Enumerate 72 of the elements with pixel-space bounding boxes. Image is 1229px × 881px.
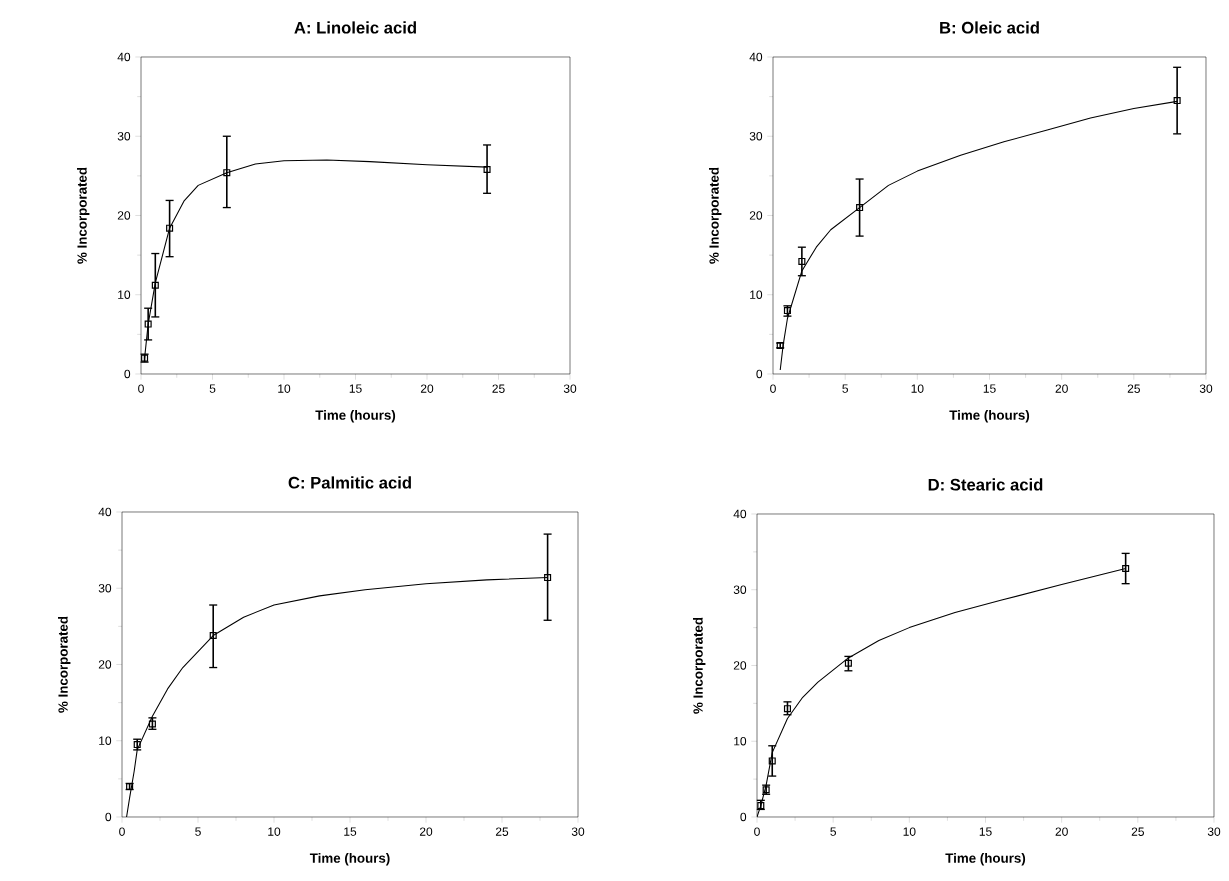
y-axis-title: % Incorporated: [77, 167, 90, 264]
x-tick-label: 15: [979, 827, 992, 836]
point: [856, 204, 864, 212]
point: [768, 757, 776, 765]
y-tick-label: 40: [749, 52, 763, 62]
x-tick-label: 0: [770, 384, 776, 393]
chart-title: C: Palmitic acid: [288, 476, 411, 489]
x-tick-label: 5: [830, 827, 836, 836]
point: [1122, 565, 1130, 573]
point: [483, 165, 491, 174]
point: [166, 224, 174, 232]
x-tick-label: 15: [344, 827, 357, 836]
chart-title: A: Linoleic acid: [294, 21, 416, 34]
x-tick-label: 20: [419, 827, 433, 836]
x-tick-label: 25: [1127, 384, 1140, 393]
point: [844, 659, 852, 667]
y-tick-label: 20: [749, 211, 763, 220]
y-tick-label: 0: [756, 369, 763, 379]
x-tick-label: 25: [1131, 827, 1144, 836]
x-tick-label: 25: [495, 827, 509, 836]
point: [209, 631, 217, 640]
y-tick-label: 40: [733, 509, 747, 519]
x-tick-label: 5: [209, 384, 216, 393]
x-axis-title: Time (hours): [309, 853, 390, 866]
chart-title: B: Oleic acid: [940, 21, 1039, 34]
x-tick-label: 30: [571, 827, 585, 836]
x-tick-label: 30: [563, 384, 577, 393]
x-tick-label: 10: [911, 384, 924, 393]
y-tick-label: 20: [733, 661, 747, 670]
y-axis-title: % Incorporated: [693, 617, 706, 714]
y-tick-label: 40: [98, 507, 112, 517]
point: [151, 281, 159, 289]
y-tick-label: 20: [98, 660, 112, 669]
y-tick-label: 10: [99, 736, 112, 745]
y-tick-label: 30: [749, 131, 763, 141]
y-tick-label: 30: [117, 131, 131, 141]
x-axis-title: Time (hours): [949, 410, 1030, 423]
x-tick-label: 20: [420, 384, 434, 393]
x-tick-label: 30: [1199, 384, 1213, 393]
x-tick-label: 30: [1207, 827, 1221, 836]
y-axis-title: % Incorporated: [709, 167, 722, 264]
point: [223, 169, 231, 177]
x-tick-label: 15: [983, 384, 996, 393]
x-tick-label: 10: [903, 827, 916, 836]
y-tick-label: 10: [734, 736, 747, 746]
point: [144, 320, 152, 328]
x-tick-label: 0: [138, 384, 144, 393]
x-axis-title: Time (hours): [945, 853, 1026, 866]
x-tick-label: 15: [349, 384, 362, 393]
y-tick-label: 0: [124, 369, 131, 379]
point: [544, 574, 552, 582]
y-tick-label: 30: [733, 585, 747, 594]
y-tick-label: 10: [118, 290, 131, 299]
y-tick-label: 20: [117, 211, 131, 220]
y-tick-label: 0: [740, 812, 747, 822]
x-tick-label: 20: [1055, 827, 1068, 836]
point: [783, 705, 792, 713]
y-tick-label: 40: [117, 52, 131, 62]
x-tick-label: 5: [195, 827, 201, 836]
x-tick-label: 5: [842, 384, 848, 393]
point: [798, 257, 806, 265]
x-tick-label: 10: [268, 827, 281, 836]
chart-title: D: Stearic acid: [928, 478, 1043, 491]
x-tick-label: 25: [492, 384, 505, 393]
y-tick-label: 30: [98, 583, 112, 593]
x-tick-label: 20: [1055, 384, 1068, 393]
y-tick-label: 10: [750, 290, 763, 299]
y-tick-label: 0: [105, 812, 112, 822]
point: [1173, 97, 1181, 105]
x-tick-label: 10: [278, 384, 291, 393]
y-axis-title: % Incorporated: [58, 616, 71, 713]
x-axis-title: Time (hours): [315, 410, 396, 423]
